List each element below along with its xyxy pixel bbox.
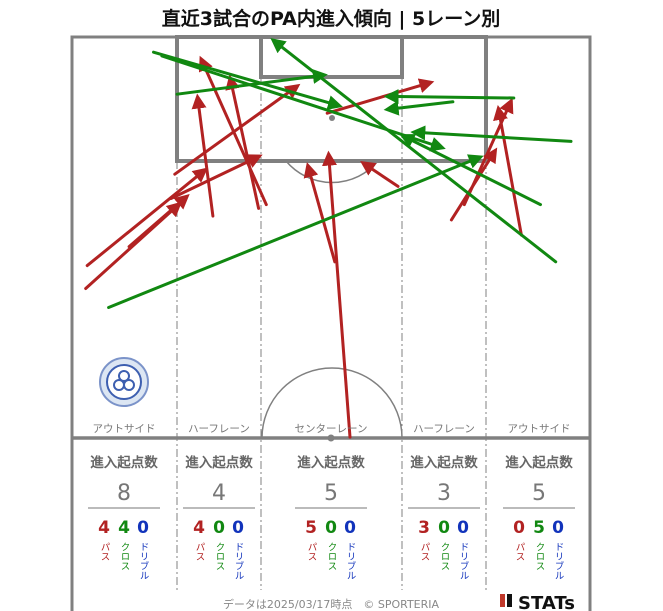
footer-note: データは2025/03/17時点 © SPORTERIA [223, 597, 440, 611]
pass-count: 4 [193, 518, 205, 538]
dribble-count: 0 [137, 518, 149, 538]
brand-mark-icon [500, 594, 505, 607]
penalty-spot [329, 115, 335, 121]
pass-arrow-12 [360, 160, 400, 188]
penalty-area [175, 35, 488, 163]
lane-label-halfspace-right: ハーフレーン [413, 423, 475, 435]
cross-arrow-23 [410, 125, 573, 143]
pass-count: 5 [305, 518, 317, 538]
cross-label: クロス [534, 542, 545, 571]
entry-arrows [84, 38, 573, 439]
cross-label: クロス [439, 542, 450, 571]
pass-label: パス [99, 542, 111, 561]
brand-text: STATs [518, 593, 575, 611]
cross-label: クロス [326, 542, 337, 571]
pass-arrow-15 [493, 104, 523, 237]
footer-background [74, 594, 588, 611]
dribble-label: ドリブル [553, 542, 565, 580]
cross-label: クロス [214, 542, 225, 571]
cross-count: 4 [118, 518, 130, 538]
stat-title: 進入起点数 [90, 454, 158, 471]
stat-total: 5 [532, 481, 546, 506]
pass-label: パス [514, 542, 526, 561]
center-spot [327, 434, 335, 442]
pass-label: パス [194, 542, 206, 561]
pass-count: 0 [513, 518, 525, 538]
pass-arrow-11 [325, 78, 435, 115]
stat-title: 進入起点数 [505, 454, 573, 471]
dribble-count: 0 [552, 518, 564, 538]
lane-stats-outside-left: 進入起点数 8 4 4 0 パス クロス ドリブル [88, 454, 160, 580]
pass-count: 4 [98, 518, 110, 538]
stat-total: 8 [117, 481, 131, 506]
pass-arrow-6 [225, 74, 261, 210]
lane-label-halfspace-left: ハーフレーン [188, 423, 250, 435]
lane-label-outside-right: アウトサイド [508, 423, 571, 435]
goal-area [259, 35, 404, 79]
stat-title: 進入起点数 [297, 454, 365, 471]
pass-arrow-9 [322, 150, 352, 439]
dribble-label: ドリブル [458, 542, 470, 580]
stat-title: 進入起点数 [185, 454, 253, 471]
lane-stats-outside-right: 進入起点数 5 0 5 0 パス クロス ドリブル [503, 454, 575, 580]
pass-arrow-2 [85, 167, 208, 268]
lane-stats-halfspace-right: 進入起点数 3 3 0 0 パス クロス ドリブル [408, 454, 480, 580]
stat-total: 3 [437, 481, 451, 506]
pass-arrow-3 [127, 194, 190, 249]
stat-total: 5 [324, 481, 338, 506]
cross-count: 0 [213, 518, 225, 538]
cross-count: 5 [533, 518, 545, 538]
center-circle [261, 367, 403, 439]
stat-total: 4 [212, 481, 226, 506]
dribble-label: ドリブル [345, 542, 357, 580]
cross-arrow-18 [152, 50, 343, 110]
pass-label: パス [306, 542, 318, 561]
cross-arrow-21 [383, 89, 516, 105]
dribble-label: ドリブル [138, 542, 150, 580]
pass-arrow-4 [169, 154, 263, 200]
chart-title: 直近3試合のPA内進入傾向 | 5レーン別 [162, 7, 501, 30]
lane-label-outside-left: アウトサイド [93, 423, 156, 435]
pass-count: 3 [418, 518, 430, 538]
stat-title: 進入起点数 [410, 454, 478, 471]
cross-arrow-20 [383, 100, 455, 116]
lane-stats-halfspace-left: 進入起点数 4 4 0 0 パス クロス ドリブル [183, 454, 255, 580]
cross-label: クロス [119, 542, 130, 571]
dribble-count: 0 [457, 518, 469, 538]
dribble-label: ドリブル [233, 542, 245, 580]
brand-logo: STATs [500, 593, 575, 611]
cross-count: 0 [325, 518, 337, 538]
cross-arrow-22 [270, 38, 558, 264]
lane-stats-center: 進入起点数 5 5 0 0 パス クロス ドリブル [295, 454, 367, 580]
cross-arrow-19 [160, 54, 446, 152]
team-emblem [99, 357, 149, 407]
cross-count: 0 [438, 518, 450, 538]
cross-arrow-24 [399, 134, 542, 207]
dribble-count: 0 [344, 518, 356, 538]
pass-label: パス [419, 542, 431, 561]
pass-arrow-8 [173, 83, 301, 176]
pass-arrow-5 [191, 93, 215, 218]
lane-label-center: センターレーン [295, 423, 368, 435]
dribble-count: 0 [232, 518, 244, 538]
cross-arrow-16 [107, 154, 484, 309]
pass-arrow-10 [303, 162, 337, 264]
